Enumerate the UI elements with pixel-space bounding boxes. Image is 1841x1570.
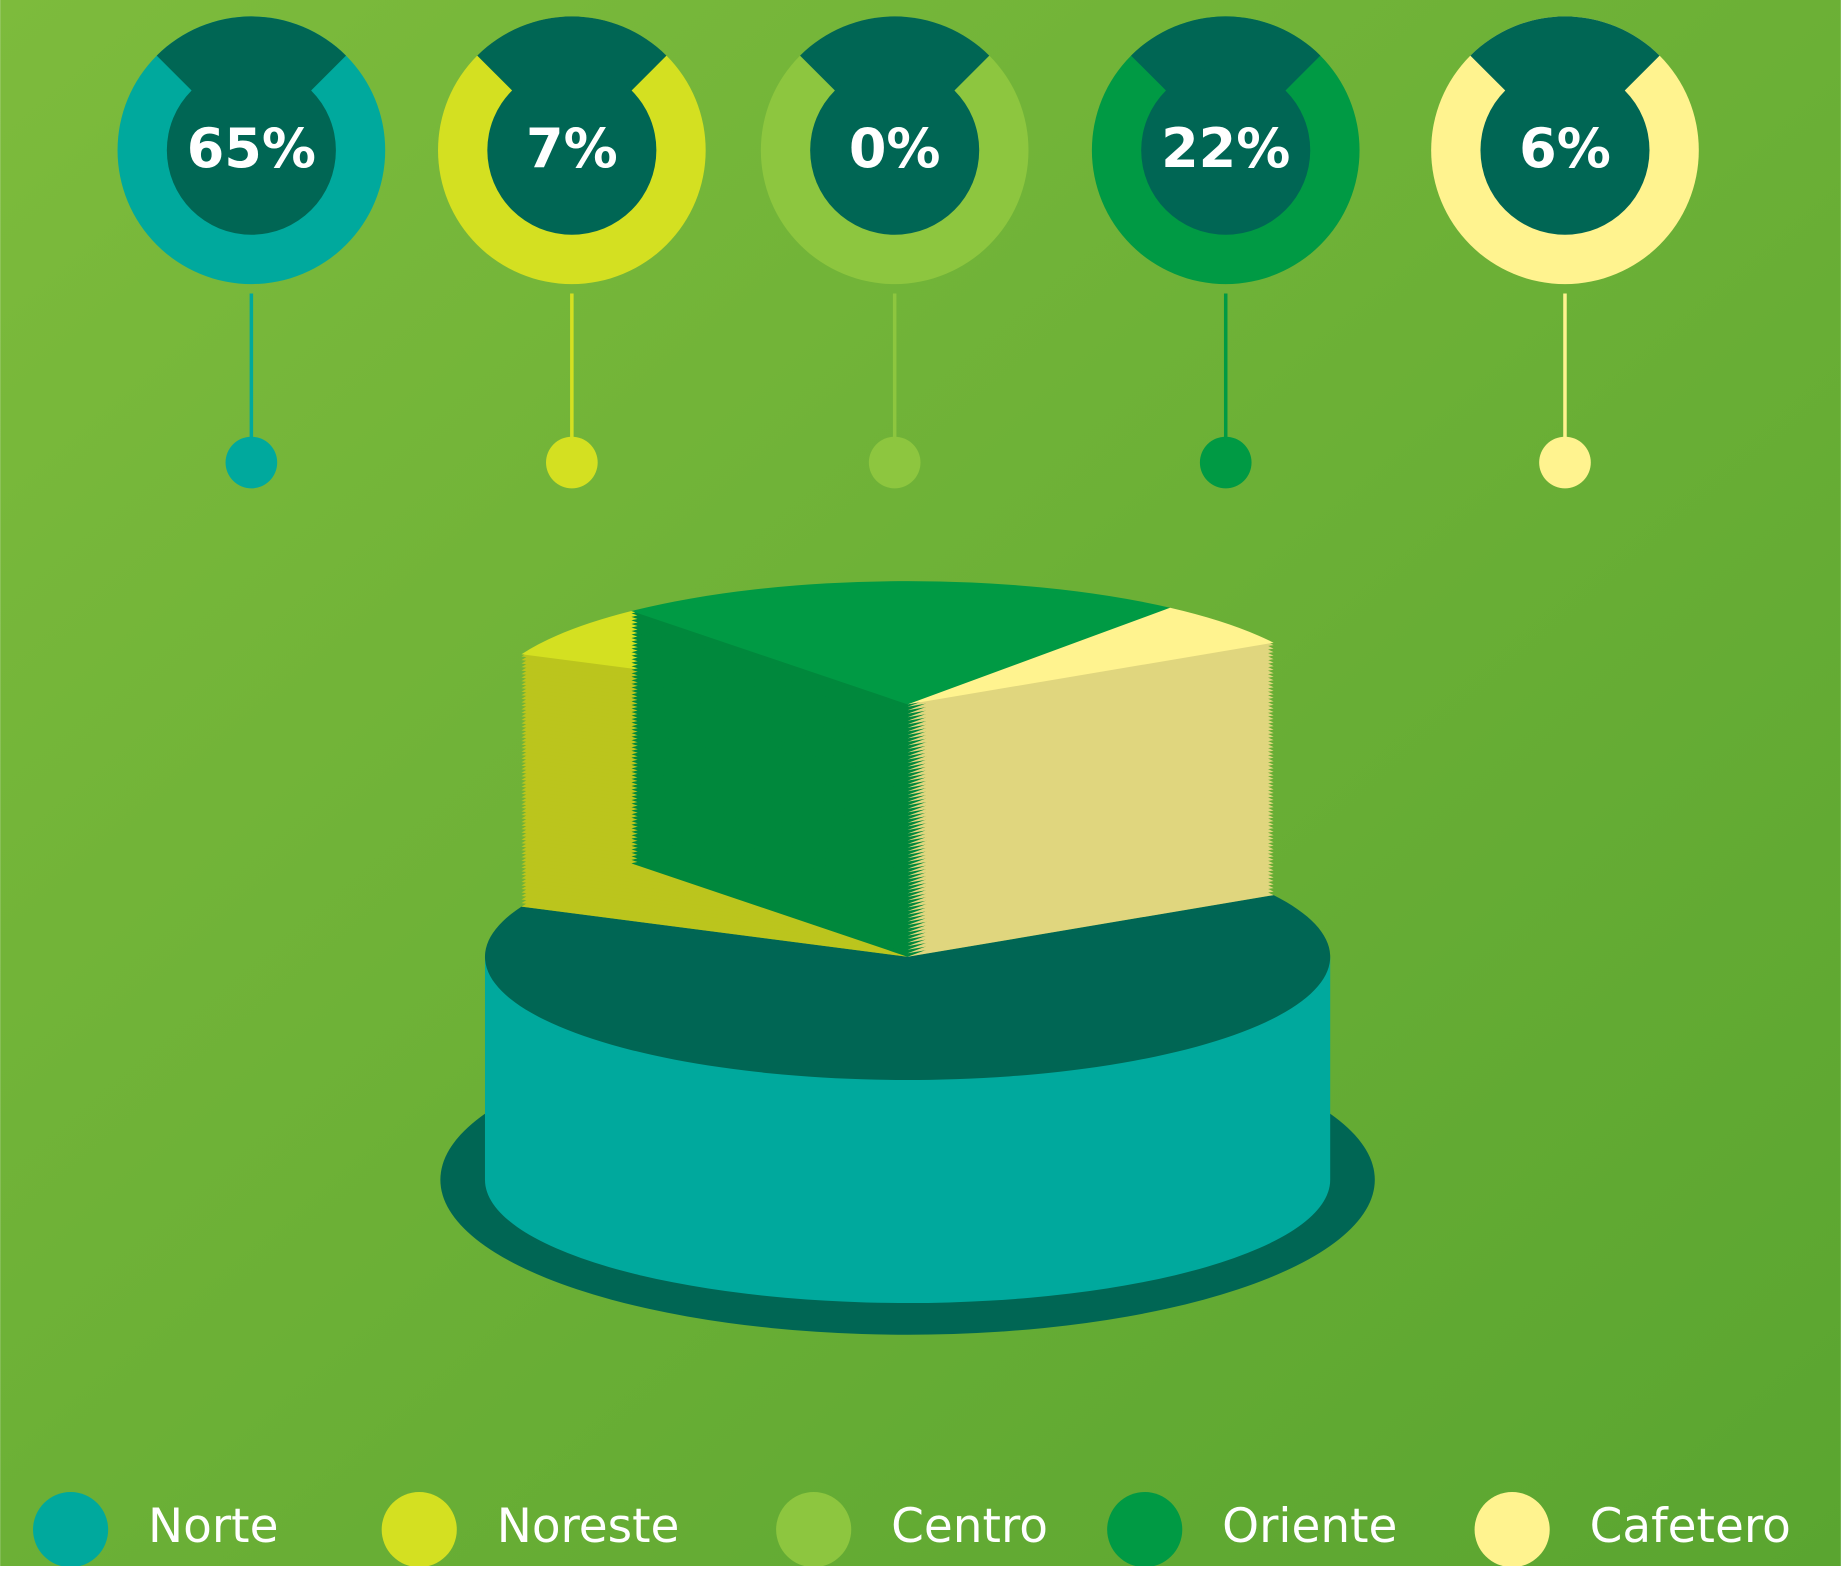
gauge-center: [810, 65, 980, 235]
gauge-label: 22%: [1161, 117, 1290, 180]
gauge-label: 65%: [187, 117, 316, 180]
legend-label: Norte: [148, 1499, 278, 1554]
legend-swatch: [381, 1492, 457, 1568]
gauge-center: [166, 65, 336, 235]
legend-swatch: [1107, 1492, 1183, 1568]
gauge-label: 7%: [526, 117, 618, 180]
pie-slice: [907, 607, 1274, 705]
gauge-center: [1480, 65, 1650, 235]
pin-dot: [546, 436, 598, 489]
legend-label: Noreste: [497, 1499, 680, 1554]
pin-dot: [1199, 436, 1252, 489]
gauge-label: 6%: [1519, 117, 1611, 180]
legend-swatch: [776, 1492, 852, 1568]
pin-dot: [225, 436, 278, 489]
legend-swatch: [33, 1492, 109, 1568]
legend-label: Oriente: [1222, 1499, 1397, 1554]
gauge-label: 0%: [849, 117, 941, 180]
pin-dot: [1539, 436, 1591, 489]
pin-dot: [868, 436, 921, 489]
pie-slice: [631, 581, 1171, 705]
legend-label: Cafetero: [1590, 1499, 1791, 1554]
gauge-center: [1141, 65, 1311, 235]
legend-label: Centro: [891, 1499, 1048, 1554]
gauge-center: [487, 65, 657, 235]
legend-swatch: [1474, 1492, 1550, 1568]
pie-slice: [484, 895, 1331, 1080]
